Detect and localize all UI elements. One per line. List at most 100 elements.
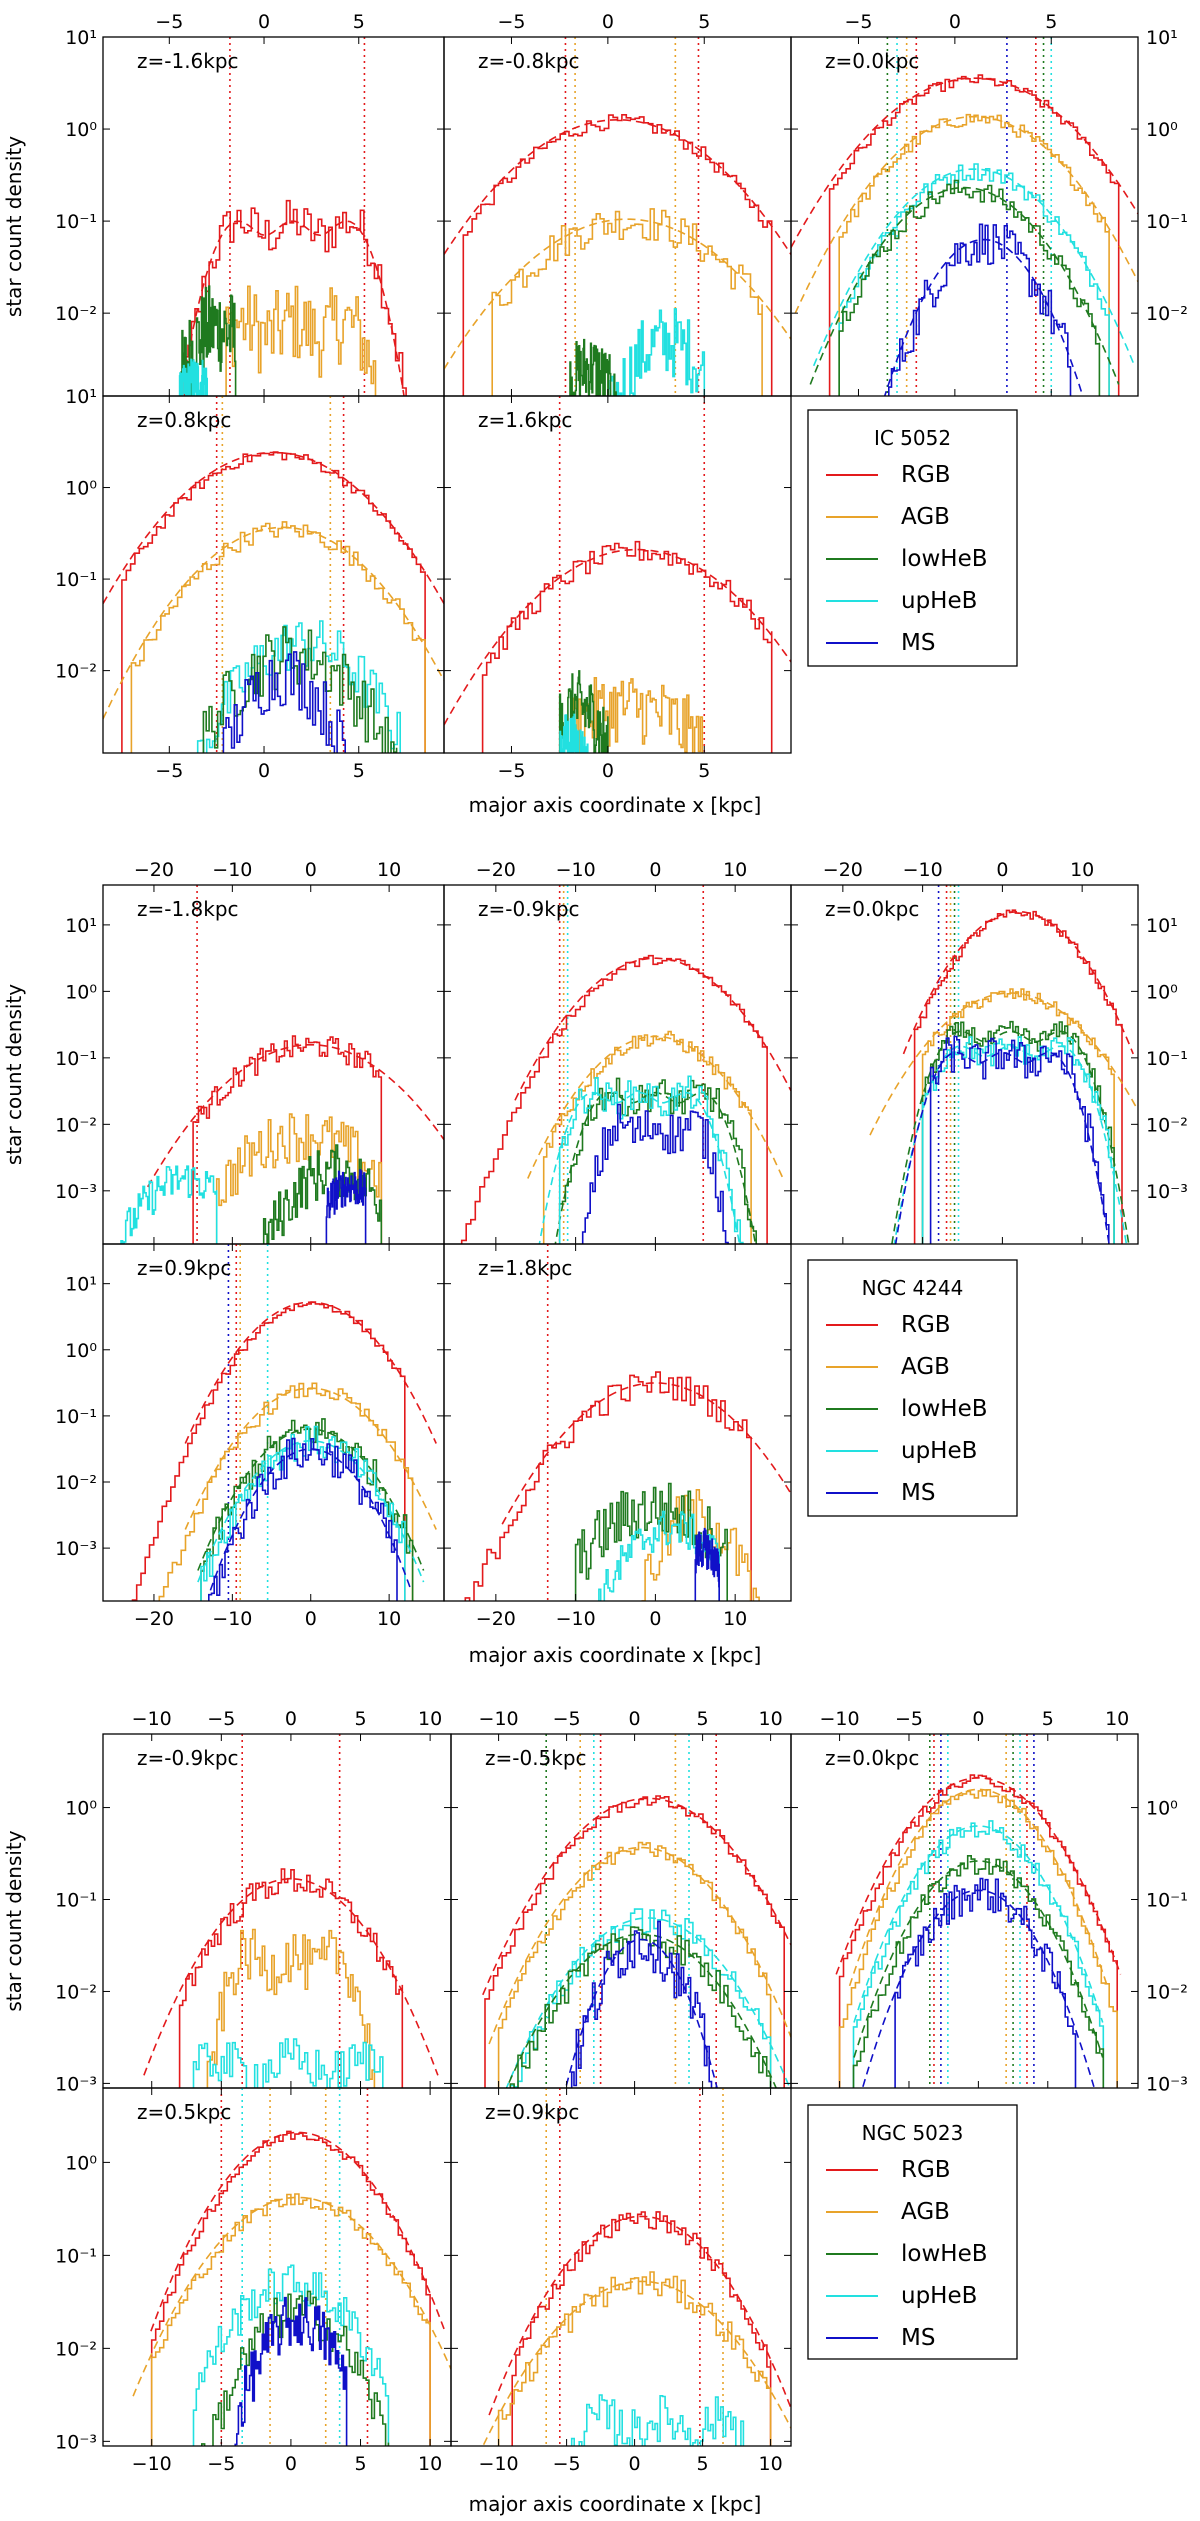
x-tick-label-top: 10 <box>377 859 401 881</box>
x-tick-label-top: 10 <box>723 859 747 881</box>
panel-plot-area <box>131 1244 437 1601</box>
x-tick-label-top: 5 <box>354 1708 366 1730</box>
model-fit-AGB <box>184 1387 437 1530</box>
x-tick-label-top: −10 <box>132 1708 172 1730</box>
y-tick-label-left: 10⁰ <box>65 119 97 141</box>
model-fit-AGB <box>869 992 1138 1136</box>
series-line-AGB <box>158 1382 414 1601</box>
series-line-MS <box>694 1527 720 1601</box>
panel-3-4: −10 −5 0 5 10 10⁻³ 10⁻² 10⁻¹ 10⁰ z=0.5kpc <box>55 2087 452 2475</box>
x-tick-label-top: 10 <box>1105 1708 1129 1730</box>
model-fit-RGB <box>147 1043 444 1188</box>
y-axis-label: star count density <box>2 136 26 317</box>
series-line-upHeB <box>607 308 706 396</box>
series-line-MS <box>570 1920 717 2088</box>
panel-label: z=-0.9kpc <box>137 1746 239 1770</box>
legend-title: NGC 4244 <box>862 1276 964 1300</box>
legend-label-RGB: RGB <box>901 462 951 488</box>
x-axis-label: major axis coordinate x [kpc] <box>469 793 762 817</box>
y-tick-label-right: 10⁻² <box>1146 1981 1188 2003</box>
chart-block-3: −10 −5 0 5 10 10⁻³ 10⁻² 10⁻¹ 10⁰ z=-0.9kpc −10 −5 0 5… <box>2 1708 1188 2516</box>
x-tick-label-top: −10 <box>479 1708 519 1730</box>
x-tick-label-bottom: 5 <box>697 2453 709 2475</box>
x-tick-label-top: 5 <box>353 11 365 33</box>
series-line-upHeB <box>120 1165 218 1244</box>
x-tick-label-bottom: −5 <box>553 2453 581 2475</box>
y-tick-label-left: 10⁻² <box>55 303 97 325</box>
series-line-MS <box>234 2296 348 2446</box>
panel-frame <box>443 1243 792 1602</box>
series-line-upHeB <box>559 713 589 753</box>
legend-label-RGB: RGB <box>901 2157 951 2183</box>
legend-label-upHeB: upHeB <box>901 588 977 614</box>
legend-label-lowHeB: lowHeB <box>901 1396 988 1422</box>
x-tick-label-bottom: 10 <box>418 2453 442 2475</box>
panel-plot-area <box>132 2088 451 2446</box>
x-tick-label-top: 0 <box>602 11 614 33</box>
x-tick-label-bottom: 0 <box>602 760 614 782</box>
x-tick-label-bottom: 0 <box>305 1608 317 1630</box>
x-tick-label-bottom: 0 <box>285 2453 297 2475</box>
x-tick-label-top: −5 <box>207 1708 235 1730</box>
series-line-RGB <box>178 1868 404 2088</box>
model-fit-upHeB <box>538 1091 741 1244</box>
x-tick-label-bottom: −10 <box>132 2453 172 2475</box>
legend-box <box>807 2104 1018 2360</box>
panel-plot-area <box>464 1244 791 1601</box>
legend: IC 5052 RGB AGB lowHeB upHeB MS <box>807 409 1018 667</box>
series-line-AGB <box>838 113 1110 396</box>
series-line-upHeB <box>509 1908 772 2088</box>
panel-1-5: −5 0 5 z=1.6kpc <box>443 395 792 782</box>
series-line-lowHeB <box>200 1418 414 1601</box>
model-fit-lowHeB <box>853 1860 1104 2058</box>
series-line-MS <box>888 223 1072 396</box>
series-line-RGB <box>150 2130 431 2446</box>
y-tick-label-left: 10⁻¹ <box>55 569 97 591</box>
y-tick-label-left: 10¹ <box>65 1274 97 1296</box>
chart-block-1: −5 0 5 10⁻² 10⁻¹ 10⁰ 10¹ z=-1.6kpc −5 0 5 z=-0.8kpc… <box>2 11 1188 817</box>
panel-2-5: −20 −10 0 10 z=1.8kpc <box>443 1243 792 1630</box>
x-tick-label-bottom: −20 <box>476 1608 516 1630</box>
model-fit-MS <box>883 238 1084 396</box>
y-axis-label: star count density <box>2 1830 26 2011</box>
series-line-lowHeB <box>838 179 1101 396</box>
series-line-AGB <box>497 2271 772 2446</box>
panel-label: z=0.9kpc <box>137 1256 231 1280</box>
x-tick-label-bottom: −5 <box>207 2453 235 2475</box>
x-tick-label-top: 5 <box>697 1708 709 1730</box>
series-line-MS <box>894 1877 1077 2088</box>
model-fit-RGB <box>835 1777 1122 1975</box>
series-line-upHeB <box>192 2264 390 2446</box>
model-fit-lowHeB <box>891 1030 1130 1244</box>
x-tick-label-bottom: 10 <box>377 1608 401 1630</box>
x-tick-label-top: 0 <box>305 859 317 881</box>
series-line-upHeB <box>570 2394 745 2446</box>
model-fit-lowHeB <box>505 1933 778 2088</box>
y-tick-label-right: 10⁻³ <box>1146 1181 1188 1203</box>
legend-label-MS: MS <box>901 1480 935 1506</box>
series-line-lowHeB <box>178 285 237 396</box>
x-axis-label: major axis coordinate x [kpc] <box>469 1643 762 1667</box>
x-tick-label-bottom: 5 <box>353 760 365 782</box>
panel-label: z=1.6kpc <box>478 408 572 432</box>
x-tick-label-top: 10 <box>759 1708 783 1730</box>
y-tick-label-left: 10⁻² <box>55 1114 97 1136</box>
x-tick-label-bottom: 5 <box>698 760 710 782</box>
y-tick-label-left: 10¹ <box>65 915 97 937</box>
y-tick-label-left: 10¹ <box>65 386 97 408</box>
y-tick-label-right: 10⁻² <box>1146 303 1188 325</box>
panel-label: z=0.0kpc <box>825 897 919 921</box>
chart-block-2: −20 −10 0 1010⁻³10⁻²10⁻¹10⁰10¹z=-1.8kpc−20−… <box>2 859 1188 1667</box>
x-tick-label-top: −20 <box>823 859 863 881</box>
model-fit-upHeB <box>853 1825 1104 2023</box>
panel-frame <box>443 395 792 754</box>
y-tick-label-left: 10⁰ <box>65 2152 97 2174</box>
model-fit-AGB <box>848 1788 1108 1987</box>
panel-plot-area <box>444 37 791 396</box>
model-fit-AGB <box>482 2280 791 2446</box>
panel-3-5: −10 −5 0 5 10 z=0.9kpc <box>450 2087 792 2475</box>
x-tick-label-top: 0 <box>285 1708 297 1730</box>
model-fit-RGB <box>143 1877 439 2076</box>
legend-title: NGC 5023 <box>862 2121 964 2145</box>
